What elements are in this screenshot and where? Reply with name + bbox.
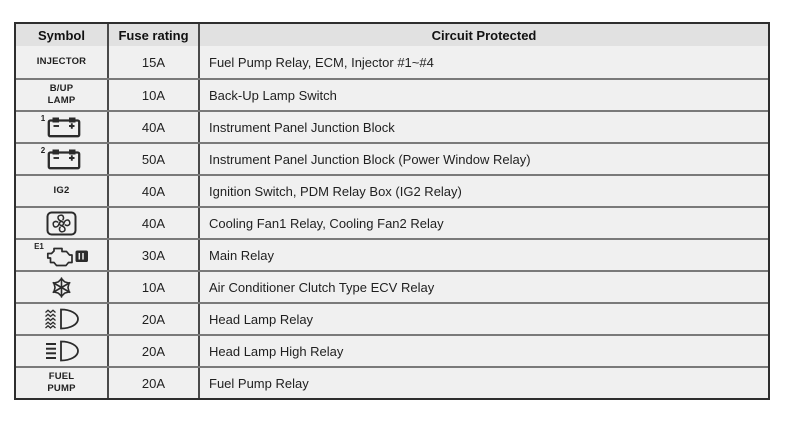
cooling-fan-icon	[46, 211, 77, 236]
symbol-superscript: 1	[40, 114, 46, 123]
symbol-cell: FUEL PUMP	[16, 368, 107, 398]
fuse-rating-table: Symbol Fuse rating Circuit Protected INJ…	[14, 22, 770, 400]
battery-icon	[46, 147, 82, 171]
fuse-rating-cell: 20A	[107, 336, 198, 366]
symbol-cell: 1	[16, 112, 107, 142]
fuse-rating-cell: 10A	[107, 272, 198, 302]
symbol-cell	[16, 208, 107, 238]
fuse-rating-cell: 40A	[107, 112, 198, 142]
symbol-cell: E1	[16, 240, 107, 270]
symbol-cell: 2	[16, 144, 107, 174]
circuit-protected-cell: Instrument Panel Junction Block (Power W…	[198, 144, 768, 174]
fuse-rating-cell: 15A	[107, 46, 198, 78]
column-header-symbol: Symbol	[38, 27, 85, 43]
table-row: E1 30A Main Relay	[16, 238, 768, 270]
symbol-cell: INJECTOR	[16, 46, 107, 78]
symbol-cell	[16, 272, 107, 302]
symbol-label: FUEL PUMP	[47, 371, 76, 394]
headlamp-low-beam-icon	[43, 307, 81, 331]
circuit-protected-cell: Ignition Switch, PDM Relay Box (IG2 Rela…	[198, 176, 768, 206]
column-header-fuse-rating: Fuse rating	[107, 24, 198, 46]
table-row: 20A Head Lamp Relay	[16, 302, 768, 334]
engine-icon	[45, 243, 89, 268]
fuse-rating-cell: 40A	[107, 176, 198, 206]
symbol-cell	[16, 336, 107, 366]
fuse-rating-cell: 30A	[107, 240, 198, 270]
symbol-superscript: E1	[34, 242, 44, 251]
circuit-protected-cell: Fuel Pump Relay	[198, 368, 768, 398]
circuit-protected-cell: Instrument Panel Junction Block	[198, 112, 768, 142]
headlamp-high-beam-icon	[43, 339, 81, 363]
symbol-label: INJECTOR	[36, 56, 87, 68]
circuit-protected-cell: Head Lamp High Relay	[198, 336, 768, 366]
table-row: IG2 40A Ignition Switch, PDM Relay Box (IG…	[16, 174, 768, 206]
circuit-protected-cell: Head Lamp Relay	[198, 304, 768, 334]
table-row: 10A Air Conditioner Clutch Type ECV Relay	[16, 270, 768, 302]
table-row: INJECTOR 15A Fuel Pump Relay, ECM, Injecto…	[16, 46, 768, 78]
fuse-rating-cell: 40A	[107, 208, 198, 238]
circuit-protected-cell: Back-Up Lamp Switch	[198, 80, 768, 110]
circuit-protected-cell: Fuel Pump Relay, ECM, Injector #1~#4	[198, 46, 768, 78]
symbol-label: IG2	[53, 185, 70, 197]
symbol-superscript: 2	[40, 146, 46, 155]
circuit-protected-cell: Cooling Fan1 Relay, Cooling Fan2 Relay	[198, 208, 768, 238]
circuit-protected-cell: Main Relay	[198, 240, 768, 270]
table-row: 1 40A Instrument Panel Junction Block	[16, 110, 768, 142]
battery-icon	[46, 115, 82, 139]
snowflake-icon	[49, 275, 74, 300]
symbol-cell	[16, 304, 107, 334]
table-row: FUEL PUMP 20A Fuel Pump Relay	[16, 366, 768, 398]
table-header-row: Symbol Fuse rating Circuit Protected	[16, 24, 768, 46]
symbol-label: B/UP LAMP	[47, 83, 76, 106]
table-row: B/UP LAMP 10A Back-Up Lamp Switch	[16, 78, 768, 110]
table-row: 40A Cooling Fan1 Relay, Cooling Fan2 Rela…	[16, 206, 768, 238]
symbol-cell: IG2	[16, 176, 107, 206]
table-row: 2 50A Instrument Panel Junction Block (Po…	[16, 142, 768, 174]
circuit-protected-cell: Air Conditioner Clutch Type ECV Relay	[198, 272, 768, 302]
fuse-rating-cell: 10A	[107, 80, 198, 110]
column-header-circuit-protected: Circuit Protected	[198, 24, 768, 46]
symbol-cell: B/UP LAMP	[16, 80, 107, 110]
table-row: 20A Head Lamp High Relay	[16, 334, 768, 366]
fuse-rating-cell: 20A	[107, 368, 198, 398]
fuse-rating-cell: 50A	[107, 144, 198, 174]
fuse-rating-cell: 20A	[107, 304, 198, 334]
